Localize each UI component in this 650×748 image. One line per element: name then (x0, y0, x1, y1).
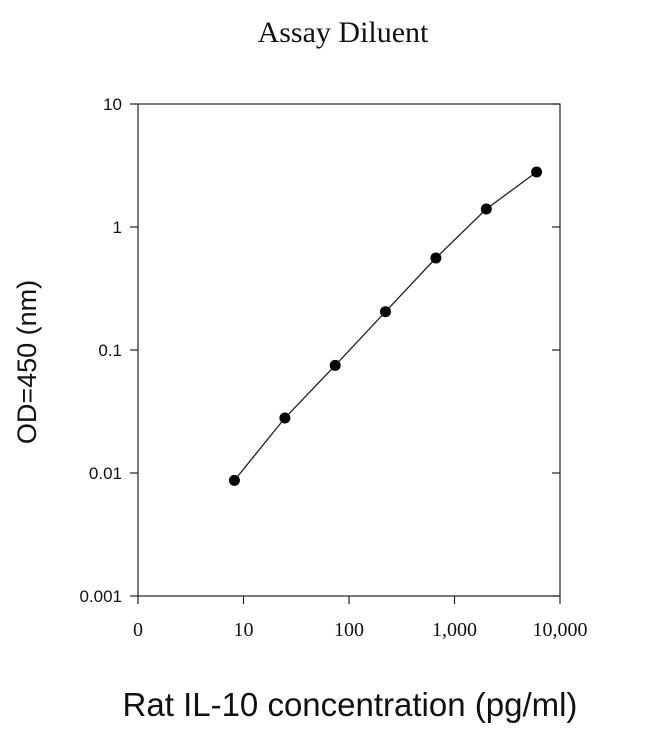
y-tick-label: 1 (113, 218, 122, 237)
y-tick-label: 0.1 (98, 341, 122, 360)
data-point (430, 252, 442, 264)
y-axis-label: OD=450 (nm) (12, 280, 42, 444)
series-layer (228, 166, 543, 486)
y-axis-ticks: 10 1 0.1 0.01 0.001 (79, 95, 560, 606)
x-tick-label: 10 (234, 619, 254, 641)
data-point (531, 166, 543, 178)
y-tick-label: 0.01 (89, 464, 122, 483)
data-point (480, 203, 492, 215)
data-point (380, 306, 391, 318)
series-line (233, 171, 537, 481)
x-axis-label: Rat IL-10 concentration (pg/ml) (123, 686, 578, 723)
data-point (279, 412, 291, 424)
chart-title: Assay Diluent (258, 16, 429, 49)
x-tick-label: 10,000 (533, 619, 588, 641)
data-point (329, 359, 341, 371)
data-point (228, 474, 240, 486)
y-tick-label: 0.001 (79, 587, 122, 606)
x-axis-ticks: 0 10 100 1,000 10,000 (133, 596, 588, 641)
x-tick-label: 1,000 (432, 619, 477, 641)
x-tick-label: 100 (334, 619, 364, 641)
y-tick-label: 10 (103, 95, 122, 114)
x-tick-label: 0 (133, 619, 143, 641)
